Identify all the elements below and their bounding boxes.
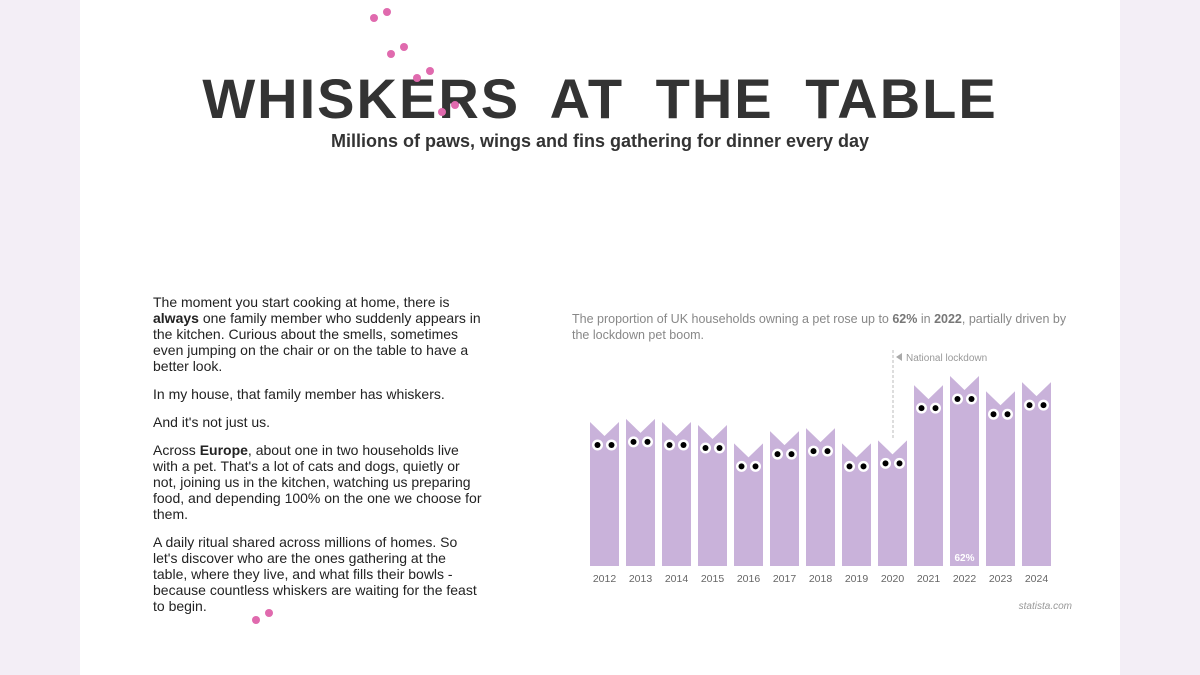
x-tick-label: 2022 — [953, 573, 977, 585]
x-tick-label: 2019 — [845, 573, 869, 585]
bar — [806, 428, 835, 566]
pupil — [788, 451, 795, 458]
bar — [770, 431, 799, 566]
x-tick-label: 2015 — [701, 573, 725, 585]
cat-bar — [986, 391, 1015, 566]
pupil — [810, 448, 817, 455]
chart: National lockdown statista.com 2012 2013 2… — [252, 8, 1072, 624]
cat-bar — [842, 443, 871, 566]
x-tick-label: 2024 — [1025, 573, 1049, 585]
bold-text: always — [153, 310, 199, 326]
pupil — [666, 441, 673, 448]
x-tick-label: 2014 — [665, 573, 689, 585]
paragraph: The moment you start cooking at home, th… — [153, 294, 483, 374]
pupil — [752, 463, 759, 470]
pupil — [824, 448, 831, 455]
bar — [698, 425, 727, 566]
paragraph: Across Europe, about one in two househol… — [153, 442, 483, 522]
x-tick-label: 2021 — [917, 573, 941, 585]
x-tick-label: 2017 — [773, 573, 797, 585]
cat-bar — [590, 421, 619, 566]
text: one family member who suddenly appears i… — [153, 310, 481, 374]
cat-bar — [626, 418, 655, 566]
pupil — [954, 395, 961, 402]
page-panel: WHISKERS AT THE TABLE Millions of paws, … — [80, 0, 1120, 675]
pupil — [990, 411, 997, 418]
bar — [878, 440, 907, 566]
cat-bar — [734, 443, 763, 566]
annotation-arrow — [896, 353, 902, 361]
x-tick-label: 2018 — [809, 573, 833, 585]
title: WHISKERS AT THE TABLE — [202, 67, 998, 130]
bar — [842, 443, 871, 566]
paragraph: In my house, that family member has whis… — [153, 386, 483, 402]
text: Across — [153, 442, 200, 458]
pupil — [1026, 402, 1033, 409]
bar — [626, 418, 655, 566]
bold-text: 2022 — [934, 312, 962, 326]
bar — [986, 391, 1015, 566]
paragraph: A daily ritual shared across millions of… — [153, 534, 483, 614]
x-tick-label: 2012 — [593, 573, 617, 585]
cat-bar — [806, 428, 835, 566]
chart-subtitle: The proportion of UK households owning a… — [572, 311, 1082, 343]
x-tick-label: 2020 — [881, 573, 905, 585]
bar — [662, 421, 691, 566]
pupil — [630, 438, 637, 445]
text: , about one in two households live with … — [153, 442, 482, 522]
pupil — [882, 460, 889, 467]
bar — [950, 375, 979, 566]
pupil — [968, 395, 975, 402]
cat-bar: 62% — [950, 375, 979, 566]
bold-text: Europe — [199, 442, 248, 458]
pupil — [896, 460, 903, 467]
cat-bar — [878, 440, 907, 566]
article: The moment you start cooking at home, th… — [153, 294, 483, 626]
cat-bar — [914, 385, 943, 566]
bold-text: 62% — [892, 312, 918, 326]
pupil — [594, 441, 601, 448]
pupil — [680, 441, 687, 448]
pupil — [702, 445, 709, 452]
cat-bar — [698, 425, 727, 566]
pupil — [846, 463, 853, 470]
text: The proportion of UK households owning a… — [572, 312, 893, 326]
subtitle: Millions of paws, wings and fins gatheri… — [330, 131, 870, 151]
pupil — [1004, 411, 1011, 418]
value-label: 62% — [954, 553, 974, 564]
pupil — [918, 405, 925, 412]
paragraph: And it's not just us. — [153, 414, 483, 430]
annotation: National lockdown — [906, 353, 987, 364]
text: And it's not just us. — [153, 414, 271, 430]
cat-bar — [1022, 382, 1051, 566]
text: in — [917, 312, 935, 326]
cat-bar — [662, 421, 691, 566]
bar — [590, 421, 619, 566]
bar — [914, 385, 943, 566]
x-tick-label: 2023 — [989, 573, 1013, 585]
pupil — [932, 405, 939, 412]
paw-decoration — [252, 8, 459, 624]
x-tick-label: 2013 — [629, 573, 653, 585]
text: A daily ritual shared across millions of… — [153, 534, 477, 614]
text: , partially driven by the lockdown pet b… — [572, 312, 1067, 342]
pupil — [860, 463, 867, 470]
pupil — [774, 451, 781, 458]
cat-bar — [770, 431, 799, 566]
pupil — [608, 441, 615, 448]
x-tick-label: 2016 — [737, 573, 761, 585]
pupil — [738, 463, 745, 470]
source: statista.com — [1019, 601, 1072, 612]
pupil — [644, 438, 651, 445]
text: The moment you start cooking at home, th… — [153, 294, 450, 310]
bar — [734, 443, 763, 566]
pupil — [1040, 402, 1047, 409]
pupil — [716, 445, 723, 452]
text: In my house, that family member has whis… — [153, 386, 445, 402]
bar — [1022, 382, 1051, 566]
